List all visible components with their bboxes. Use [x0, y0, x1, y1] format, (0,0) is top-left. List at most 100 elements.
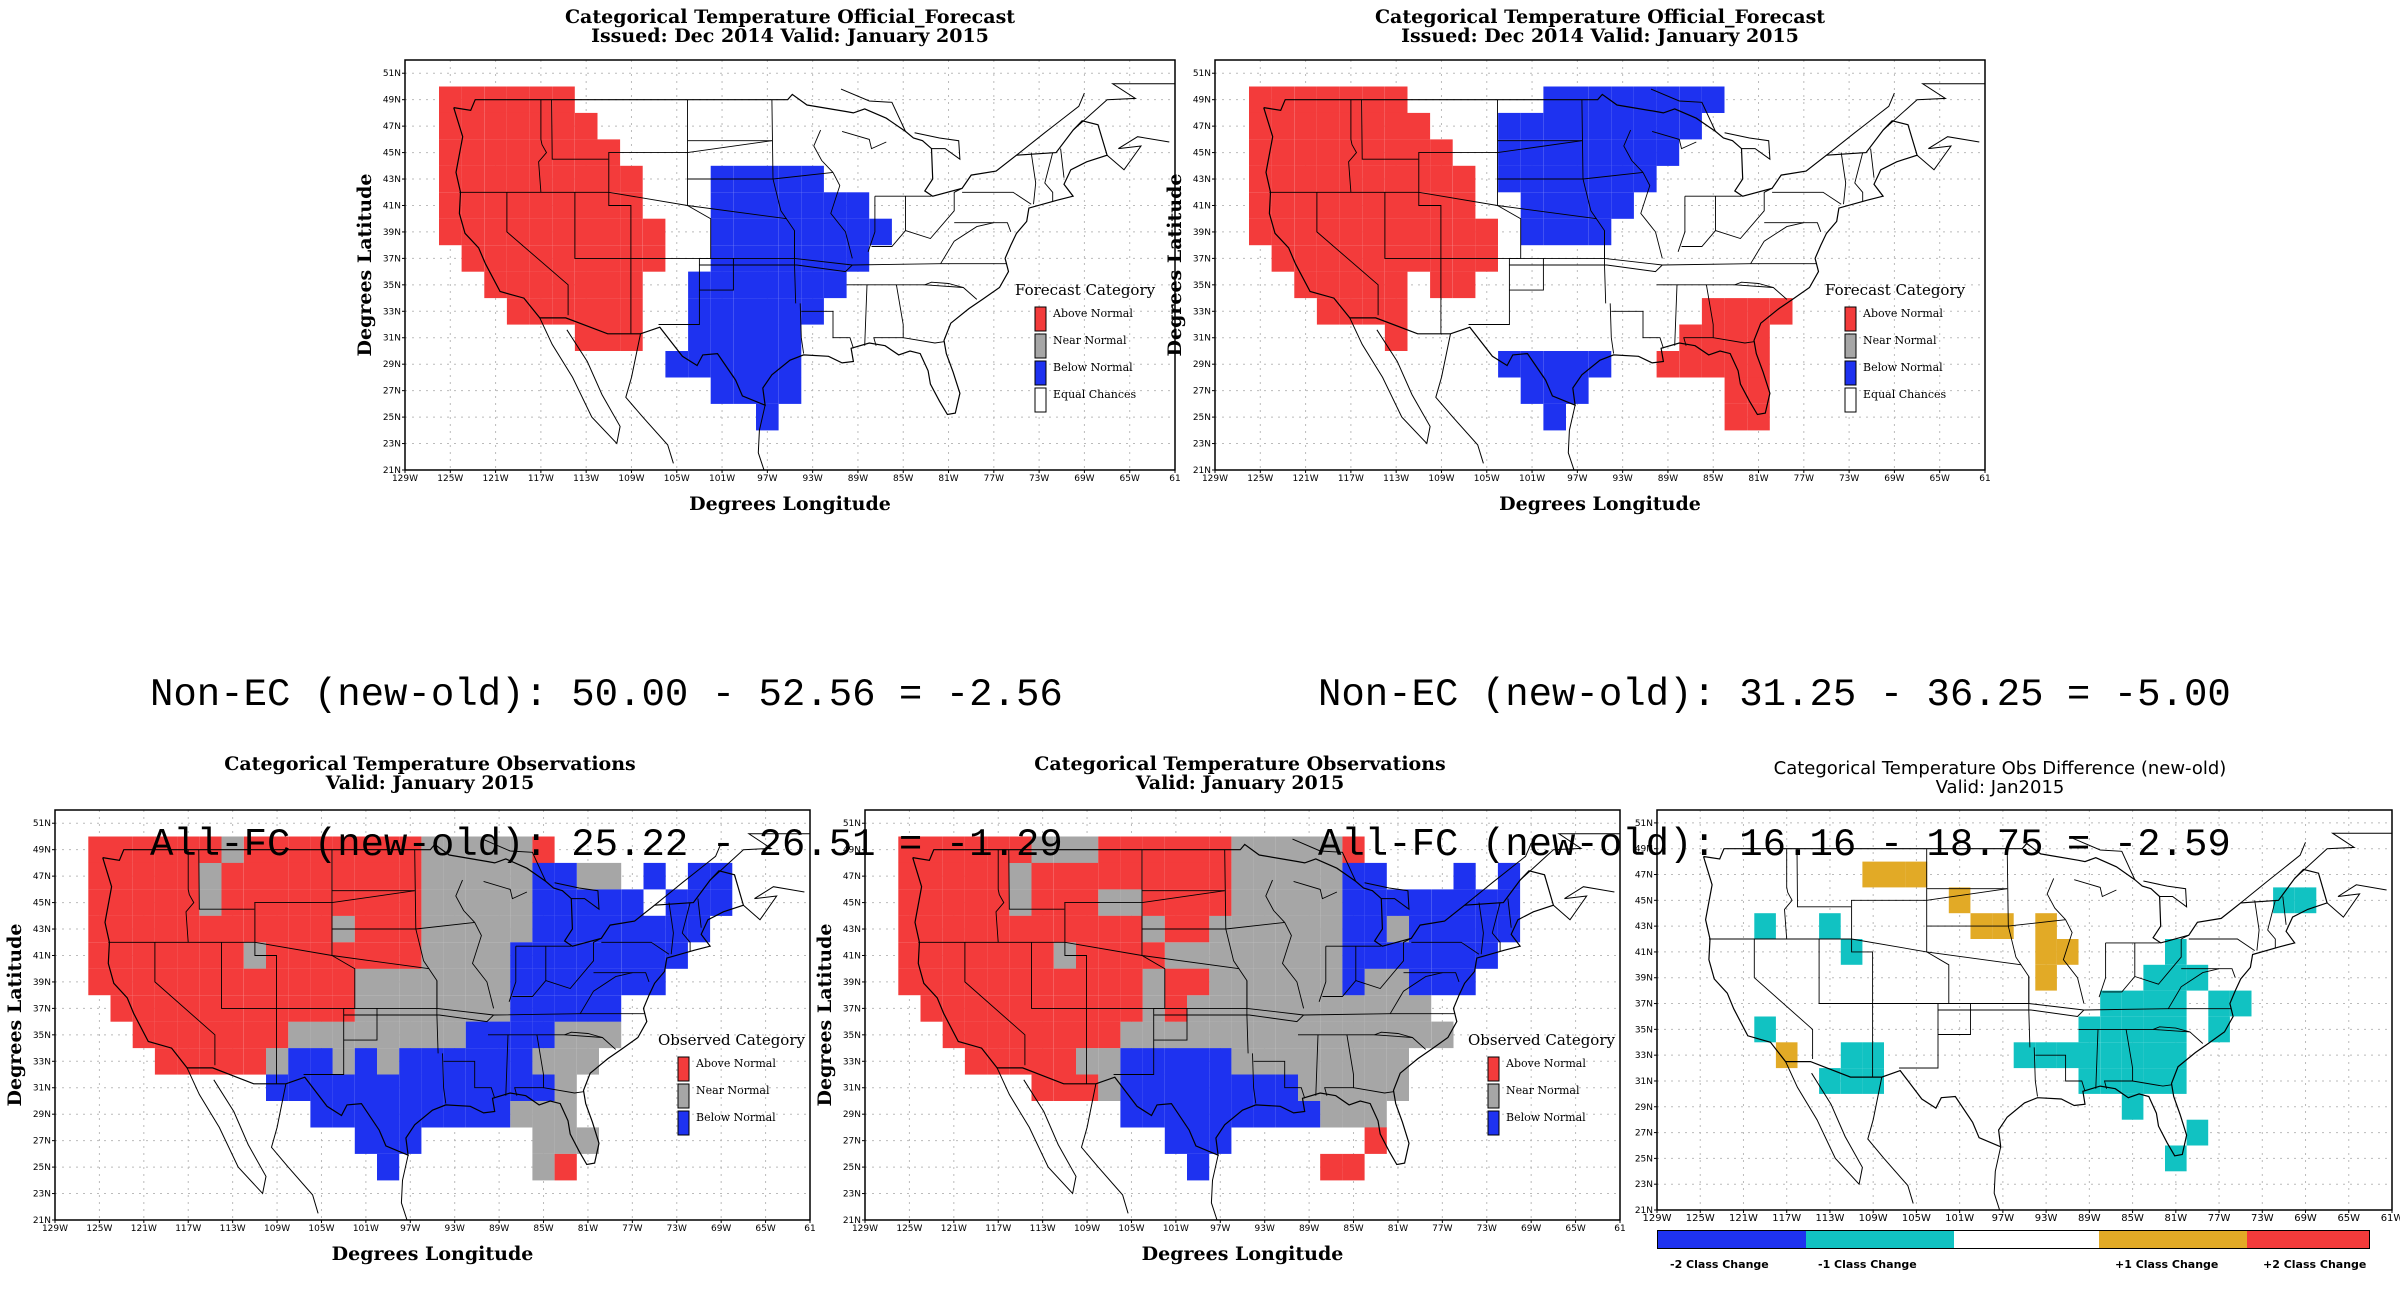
cell-above	[942, 995, 965, 1022]
cell-near	[1009, 862, 1032, 890]
lon-tick-label: 113W	[1383, 474, 1409, 484]
cell-above	[221, 942, 244, 969]
lat-tick-label: 25N	[1193, 413, 1211, 423]
lon-tick-label: 81W	[2165, 1213, 2188, 1224]
plot-frame	[864, 809, 1621, 1221]
cell-above	[1384, 165, 1408, 193]
cell-above	[177, 968, 200, 996]
cell-below	[1164, 1101, 1187, 1128]
lon-tick-label: 65W	[1930, 474, 1950, 484]
lon-tick-label: 109W	[1428, 474, 1454, 484]
lat-tick-label: 35N	[383, 281, 401, 291]
lon-tick-label: 97W	[1992, 1213, 2015, 1224]
state-boundary	[1651, 130, 1697, 150]
cell-below	[643, 915, 666, 943]
lon-tick-label: 81W	[1748, 474, 1768, 484]
cell-above	[199, 942, 222, 969]
cell-below	[488, 1101, 511, 1128]
state-boundary	[1468, 99, 1522, 325]
cell-above	[1747, 351, 1770, 378]
state-boundary	[1870, 148, 1875, 178]
cell-below	[733, 351, 756, 378]
cell-near	[554, 1127, 577, 1154]
us-outline	[453, 93, 1108, 416]
cell-near	[1386, 1021, 1409, 1049]
state-boundary	[108, 941, 430, 970]
cell-above	[88, 862, 111, 890]
cell-below	[801, 218, 824, 246]
cell-below	[399, 1127, 422, 1154]
cell-above	[1294, 139, 1317, 166]
cell-above	[597, 218, 621, 246]
cell-below	[1634, 165, 1657, 193]
cell-near	[1231, 968, 1254, 996]
lon-tick-label: 69W	[711, 1224, 731, 1234]
cell-above	[1656, 351, 1680, 378]
cell-near	[510, 862, 533, 890]
cell-above	[377, 889, 400, 916]
state-boundary	[2267, 900, 2276, 949]
lon-tick-label: 121W	[1729, 1213, 1758, 1224]
cell-below	[532, 942, 555, 969]
lat-tick-label: 31N	[33, 1084, 51, 1094]
cell-below	[1453, 915, 1476, 943]
cell-above	[439, 165, 462, 193]
state-boundary	[658, 99, 712, 325]
x-axis-label: Degrees Longitude	[1499, 493, 1701, 515]
cell-below	[733, 298, 756, 325]
cell-above	[1076, 1021, 1099, 1049]
cell-below	[1386, 942, 1409, 969]
cell-near	[1120, 1021, 1143, 1049]
title-line-2: Issued: Dec 2014 Valid: January 2015	[591, 25, 989, 47]
cell-below	[465, 1021, 488, 1049]
cell-above	[1187, 862, 1210, 890]
cell-above	[987, 1021, 1010, 1049]
cell-above	[942, 889, 965, 916]
cell-above	[1271, 165, 1295, 193]
x-axis-label: Degrees Longitude	[689, 493, 891, 515]
cell-near	[1275, 915, 1298, 943]
cell-above	[1384, 112, 1408, 140]
cell-near	[1253, 942, 1276, 969]
cell-near	[1275, 1048, 1298, 1075]
cell-above	[1249, 192, 1272, 219]
cell-above	[1384, 192, 1408, 219]
cell-above	[177, 1021, 200, 1049]
cell-above	[574, 165, 598, 193]
cell-plus1	[2035, 913, 2057, 939]
cell-below	[288, 1048, 311, 1075]
cell-near	[576, 1127, 599, 1154]
cell-above	[1031, 1074, 1054, 1101]
state-boundary	[1713, 337, 1755, 344]
coastline	[1072, 83, 1175, 131]
state-boundary	[1674, 284, 1678, 346]
cell-near	[1187, 1021, 1210, 1049]
lon-tick-label: 73W	[1839, 474, 1859, 484]
cell-above	[154, 1021, 178, 1049]
cell-minus1	[1862, 1042, 1884, 1069]
cell-below	[710, 351, 734, 378]
cell-above	[439, 112, 462, 140]
cell-below	[1520, 112, 1544, 140]
lat-tick-label: 35N	[1193, 281, 1211, 291]
colorbar-minus2	[1658, 1231, 1806, 1248]
cell-above	[266, 968, 289, 996]
cell-above	[310, 942, 333, 969]
cell-below	[1588, 351, 1612, 378]
legend-swatch-above	[1034, 306, 1047, 332]
cell-minus1	[2186, 1119, 2209, 1146]
cell-below	[621, 942, 644, 969]
lon-tick-label: 97W	[400, 1224, 420, 1234]
cell-above	[377, 862, 400, 890]
cell-below	[1543, 218, 1566, 246]
cell-above	[110, 915, 133, 943]
y-axis-label: Degrees Latitude	[1164, 174, 1186, 357]
state-boundary	[771, 99, 797, 304]
cell-below	[778, 271, 802, 299]
cell-minus1	[2165, 1068, 2187, 1094]
cell-below	[576, 968, 599, 996]
us-outline	[912, 843, 1555, 1166]
cell-above	[574, 218, 598, 246]
cell-near	[443, 968, 466, 996]
lat-tick-label: 23N	[843, 1190, 861, 1200]
